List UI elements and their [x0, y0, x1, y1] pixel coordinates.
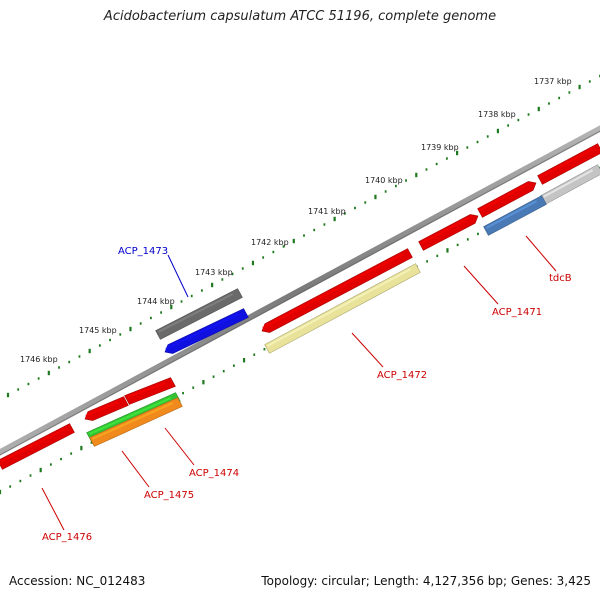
kbp-tick-label: 1744 kbp [137, 297, 175, 306]
map-title: Acidobacterium capsulatum ATCC 51196, co… [103, 9, 497, 24]
outer-ruler [6, 74, 600, 398]
kbp-tick-label: 1745 kbp [79, 326, 117, 335]
kbp-tick-label: 1738 kbp [478, 110, 516, 119]
labels: 1737 kbp 1738 kbp 1739 kbp 1740 kbp 1741 kbp… [20, 77, 572, 543]
accession-text: Accession: NC_012483 [9, 574, 146, 588]
gene-red-4 [84, 396, 129, 421]
gene-label: ACP_1475 [144, 490, 194, 501]
kbp-tick-label: 1743 kbp [195, 268, 233, 277]
gene-acp-1472 [264, 263, 421, 354]
gene-tdcb [483, 195, 547, 236]
topology-summary: Topology: circular; Length: 4,127,356 bp… [261, 574, 591, 588]
gene-acp-1475 [89, 397, 183, 447]
kbp-tick-label: 1740 kbp [365, 176, 403, 185]
gene-right-red-top [537, 143, 600, 185]
genome-backbone [0, 125, 600, 456]
gene-label: ACP_1471 [492, 307, 542, 318]
label-leaders [41, 235, 557, 531]
gene-label: ACP_1474 [189, 468, 239, 479]
kbp-tick-label: 1741 kbp [308, 207, 346, 216]
kbp-tick-label: 1739 kbp [421, 143, 459, 152]
label-leader-line [164, 427, 195, 466]
gene-red-1 [477, 181, 537, 218]
gene-label: tdcB [549, 273, 572, 284]
label-leader-line [41, 487, 65, 531]
gene-red-3 [124, 377, 176, 405]
kbp-tick-label: 1746 kbp [20, 355, 58, 364]
backbone-line [0, 125, 600, 456]
gene-acp-1471 [418, 214, 479, 251]
gene-label: ACP_1476 [42, 532, 92, 543]
gene-label: ACP_1473 [118, 246, 168, 257]
kbp-tick-label: 1742 kbp [251, 238, 289, 247]
gene-features [0, 143, 600, 470]
gene-red-2 [261, 248, 413, 333]
gene-grey-dark [155, 288, 243, 340]
gene-label: ACP_1472 [377, 370, 427, 381]
label-leader-line [351, 332, 384, 368]
kbp-tick-label: 1737 kbp [534, 77, 572, 86]
label-leader-line [121, 450, 150, 488]
label-leader-line [463, 265, 499, 305]
backbone-shadow [0, 130, 600, 456]
gene-acp-1476 [0, 423, 75, 470]
label-leader-line [525, 235, 557, 272]
label-leader-line [167, 254, 189, 298]
gene-acp-1473 [164, 308, 249, 354]
